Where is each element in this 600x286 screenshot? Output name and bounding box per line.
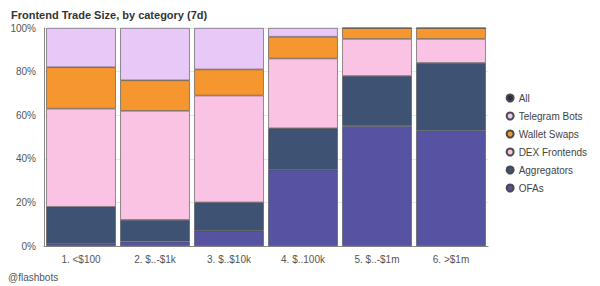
svg-text:2. $..-$1k: 2. $..-$1k xyxy=(134,254,177,265)
svg-text:Aggregators: Aggregators xyxy=(519,165,573,176)
svg-text:60%: 60% xyxy=(16,110,36,121)
svg-text:DEX Frontends: DEX Frontends xyxy=(519,147,587,158)
svg-text:0%: 0% xyxy=(22,241,37,252)
svg-text:4. $..100k: 4. $..100k xyxy=(281,254,326,265)
svg-text:40%: 40% xyxy=(16,153,36,164)
svg-text:100%: 100% xyxy=(10,23,36,34)
svg-text:Frontend Trade Size, by catego: Frontend Trade Size, by category (7d) xyxy=(11,9,208,21)
svg-text:20%: 20% xyxy=(16,197,36,208)
svg-text:6. >$1m: 6. >$1m xyxy=(433,254,469,265)
svg-text:OFAs: OFAs xyxy=(519,183,544,194)
svg-text:80%: 80% xyxy=(16,66,36,77)
svg-text:All: All xyxy=(519,93,530,104)
svg-text:Wallet Swaps: Wallet Swaps xyxy=(519,129,579,140)
svg-text:3. $..$10k: 3. $..$10k xyxy=(207,254,252,265)
svg-text:1. <$100: 1. <$100 xyxy=(61,254,101,265)
svg-text:@flashbots: @flashbots xyxy=(8,272,58,283)
svg-text:5. $..-$1m: 5. $..-$1m xyxy=(354,254,399,265)
svg-text:Telegram Bots: Telegram Bots xyxy=(519,111,583,122)
